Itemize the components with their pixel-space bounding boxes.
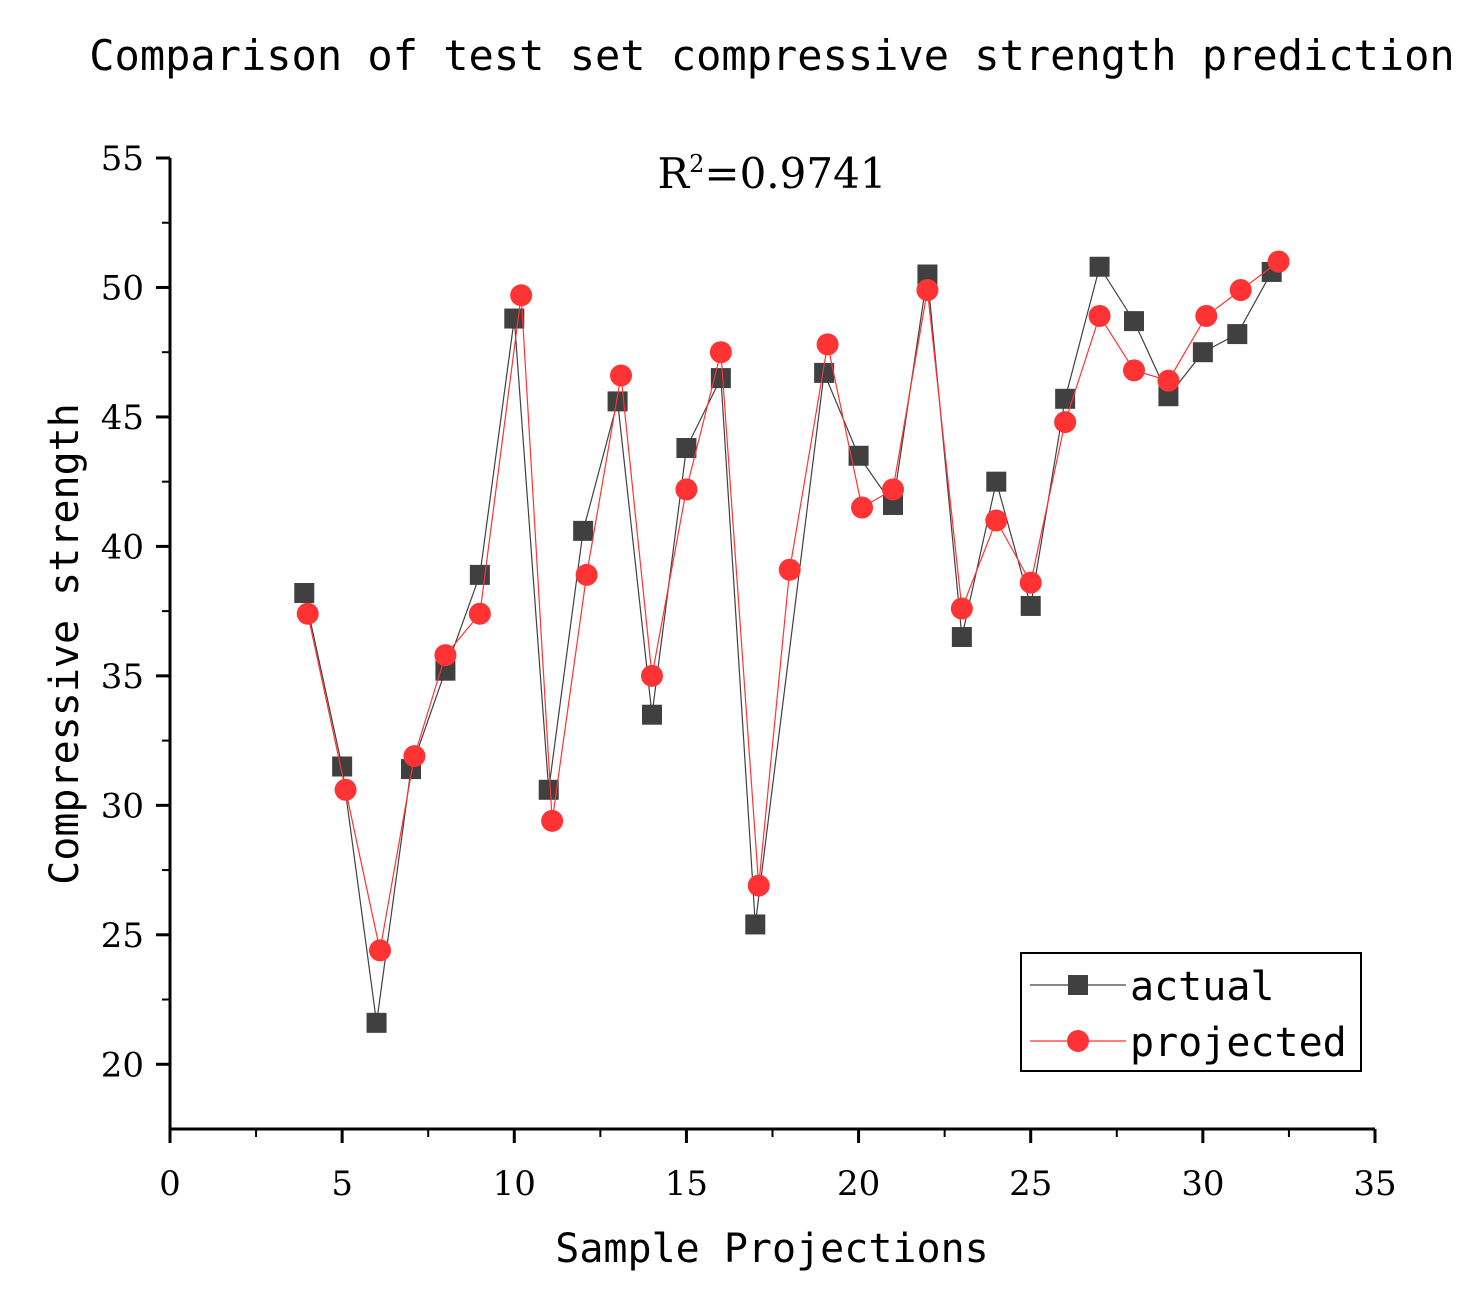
data-point-actual (573, 520, 594, 541)
y-tick-label: 30 (101, 786, 144, 826)
data-point-actual (676, 438, 697, 459)
data-point-actual (504, 308, 525, 329)
y-axis-label: Compressive strength (42, 403, 88, 885)
data-point-projected (1088, 304, 1111, 327)
data-point-actual (642, 704, 662, 725)
r-squared-superscript: 2 (689, 150, 704, 178)
data-point-projected (1195, 304, 1218, 327)
legend-marker-projected (1067, 1030, 1089, 1052)
data-point-projected (1054, 411, 1077, 434)
data-point-projected (610, 364, 633, 387)
data-point-actual (435, 660, 456, 681)
data-point-projected (575, 563, 598, 586)
x-tick-label: 30 (1181, 1164, 1224, 1204)
data-point-projected (334, 778, 357, 801)
data-point-actual (366, 1012, 387, 1033)
data-point-actual (1192, 342, 1213, 363)
data-point-projected (816, 333, 839, 356)
data-point-projected (510, 284, 533, 307)
r-squared-value: =0.9741 (704, 149, 886, 198)
data-point-projected (985, 509, 1008, 532)
y-tick-label: 40 (101, 527, 144, 567)
data-point-projected (434, 644, 457, 667)
x-axis-label: Sample Projections (555, 1226, 988, 1272)
data-point-actual (538, 779, 559, 800)
y-tick-label: 45 (101, 398, 144, 438)
r-squared-base: R (657, 149, 690, 198)
data-point-actual (814, 362, 835, 383)
data-point-projected (916, 279, 939, 302)
data-point-projected (675, 478, 698, 501)
y-tick-label: 25 (101, 916, 144, 956)
data-point-projected (403, 745, 426, 768)
data-point-projected (882, 478, 904, 501)
data-point-projected (296, 602, 319, 625)
x-tick-label: 25 (1009, 1164, 1052, 1204)
x-tick-label: 15 (665, 1164, 708, 1204)
data-point-actual (294, 583, 315, 604)
y-tick-label: 55 (101, 139, 144, 179)
data-point-actual (951, 627, 972, 648)
data-point-projected (1019, 571, 1042, 594)
data-point-projected (950, 597, 973, 620)
x-tick-label: 5 (331, 1164, 353, 1204)
data-point-actual (986, 471, 1007, 492)
y-tick-label: 35 (101, 657, 144, 697)
data-point-actual (745, 914, 766, 935)
series-line-actual (303, 265, 1273, 1023)
legend-label-projected: projected (1130, 1020, 1347, 1066)
y-tick-label: 50 (101, 268, 144, 308)
data-point-projected (747, 874, 770, 897)
data-point-actual (1089, 256, 1110, 277)
data-point-actual (1055, 388, 1076, 409)
data-point-projected (468, 602, 491, 625)
data-point-actual (848, 445, 869, 466)
legend-label-actual: actual (1130, 964, 1275, 1010)
chart-title: Comparison of test set compressive stren… (89, 31, 1454, 80)
r-squared-annotation: R2=0.9741 (657, 149, 886, 198)
data-point-projected (1123, 359, 1145, 382)
axes: 20 25 30 35 40 45 50 55 0 5 10 15 20 25 30 35 (101, 139, 1397, 1204)
x-tick-label: 10 (493, 1164, 536, 1204)
y-tick-label: 20 (101, 1045, 144, 1085)
data-point-projected (778, 558, 801, 581)
data-point-actual (332, 756, 353, 777)
data-point-projected (1229, 279, 1252, 302)
data-point-projected (709, 341, 732, 364)
data-point-projected (1157, 369, 1180, 392)
data-point-projected (369, 939, 392, 962)
data-point-actual (883, 494, 903, 515)
data-point-actual (1227, 324, 1248, 345)
data-point-actual (917, 264, 938, 285)
data-point-projected (851, 496, 874, 519)
x-tick-label: 20 (837, 1164, 880, 1204)
data-point-actual (1020, 595, 1041, 616)
series-layer (294, 250, 1290, 1033)
data-point-projected (541, 809, 564, 832)
data-point-projected (641, 664, 663, 687)
x-tick-label: 35 (1353, 1164, 1396, 1204)
data-point-projected (1267, 250, 1290, 273)
data-point-actual (469, 564, 490, 585)
x-tick-label: 0 (159, 1164, 181, 1204)
legend-marker-actual (1068, 975, 1088, 995)
data-point-actual (1124, 311, 1144, 332)
legend: actual projected (1020, 952, 1362, 1072)
data-point-actual (1158, 386, 1179, 407)
